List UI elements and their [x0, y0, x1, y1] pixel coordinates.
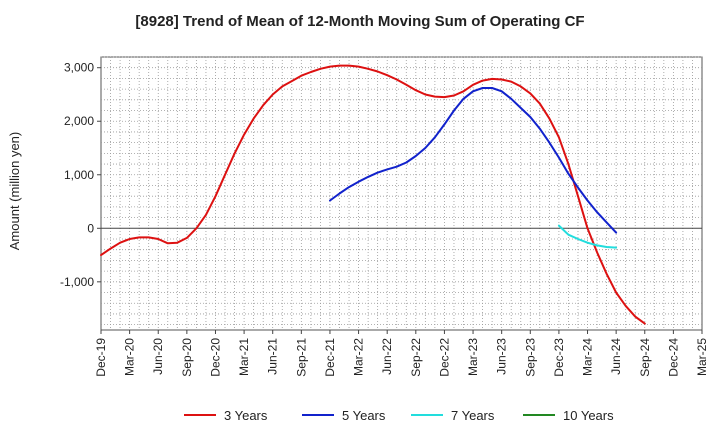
x-tick-label: Sep-22 — [409, 338, 423, 377]
x-tick-label: Jun-20 — [151, 338, 165, 375]
y-axis-label: Amount (million yen) — [7, 132, 22, 251]
y-tick-label: 3,000 — [64, 61, 94, 75]
x-tick-label: Jun-21 — [266, 338, 280, 375]
x-tick-label: Mar-24 — [581, 338, 595, 376]
series-line-7-years — [557, 224, 618, 249]
x-axis-ticks: Dec-19 Mar-20 Jun-20 Sep-20 Dec-20 Mar-21 Jun-… — [94, 330, 709, 377]
legend-label: 3 Years — [224, 408, 268, 423]
x-tick-label: Sep-24 — [638, 338, 652, 377]
series-line-3-years — [100, 64, 646, 325]
x-tick-label: Mar-21 — [237, 338, 251, 376]
x-tick-label: Jun-23 — [495, 338, 509, 375]
y-tick-label: -1,000 — [60, 275, 94, 289]
x-tick-label: Sep-23 — [523, 338, 537, 377]
series-layer — [100, 64, 646, 325]
grid — [101, 56, 702, 330]
y-tick-label: 1,000 — [64, 168, 94, 182]
x-tick-label: Mar-22 — [352, 338, 366, 376]
x-tick-label: Dec-23 — [552, 338, 566, 377]
y-tick-label: 0 — [87, 221, 94, 235]
x-tick-label: Mar-25 — [695, 338, 709, 376]
x-tick-label: Jun-24 — [609, 338, 623, 375]
x-tick-label: Dec-19 — [94, 338, 108, 377]
x-tick-label: Mar-23 — [466, 338, 480, 376]
x-tick-label: Jun-22 — [380, 338, 394, 375]
series-line-5-years — [329, 87, 618, 234]
legend-label: 10 Years — [563, 408, 614, 423]
x-tick-label: Dec-24 — [666, 338, 680, 377]
y-tick-label: 2,000 — [64, 114, 94, 128]
legend-label: 7 Years — [451, 408, 495, 423]
legend-label: 5 Years — [342, 408, 386, 423]
plot-area — [100, 56, 703, 331]
x-tick-label: Sep-20 — [180, 338, 194, 377]
y-axis-ticks: -1,000 0 1,000 2,000 3,000 — [60, 61, 101, 289]
x-tick-label: Dec-21 — [323, 338, 337, 377]
x-tick-label: Dec-20 — [208, 338, 222, 377]
x-tick-label: Dec-22 — [437, 338, 451, 377]
x-tick-label: Mar-20 — [123, 338, 137, 376]
x-tick-label: Sep-21 — [294, 338, 308, 377]
chart-title: [8928] Trend of Mean of 12-Month Moving … — [135, 13, 584, 30]
legend: 3 Years 5 Years 7 Years 10 Years — [184, 408, 614, 423]
